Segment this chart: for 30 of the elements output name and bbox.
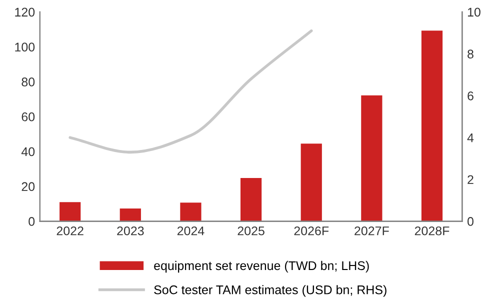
x-tick-label: 2027F	[354, 226, 389, 236]
line-series	[68, 29, 313, 154]
x-tick-label: 2023	[117, 226, 144, 236]
y-tick-label: 20	[22, 182, 35, 192]
bar	[180, 202, 202, 222]
bar	[300, 144, 322, 222]
y2-tick-label: 0	[468, 217, 474, 226]
bar	[240, 178, 262, 222]
x-tick-label: 2026F	[294, 226, 329, 236]
y2-tick-label: 2	[468, 175, 474, 184]
legend-label: SoC tester TAM estimates (USD bn; RHS)	[154, 285, 386, 297]
bar	[361, 95, 382, 222]
x-tick-label: 2022	[56, 226, 84, 236]
y2-tick-label: 10	[468, 8, 480, 17]
y-tick-label: 80	[22, 78, 35, 86]
y-tick-label: 120	[15, 8, 35, 17]
legend-label: equipment set revenue (TWD bn; LHS)	[154, 260, 369, 273]
y2-tick-label: 4	[467, 133, 474, 142]
y-tick-label: 100	[15, 42, 35, 52]
y2-tick-label: 6	[468, 91, 474, 100]
y-tick-label: 40	[21, 147, 35, 156]
x-tick-label: 2025	[238, 226, 264, 236]
y2-tick-label: 8	[468, 50, 474, 58]
bar	[60, 202, 81, 222]
y-tick-label: 60	[22, 112, 35, 122]
y-tick-label: 0	[28, 217, 35, 226]
bar	[421, 30, 443, 222]
x-tick-label: 2024	[177, 226, 204, 236]
x-tick-label: 2028F	[414, 226, 450, 236]
bar	[120, 208, 141, 222]
